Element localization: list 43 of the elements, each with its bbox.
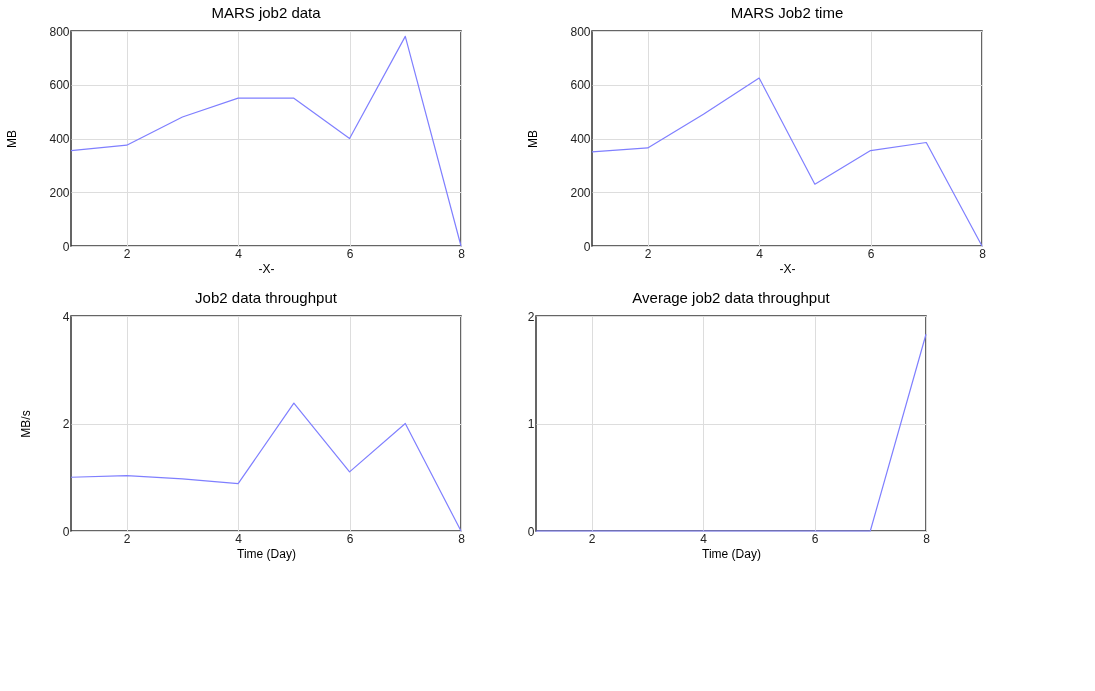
y-tick-label: 0: [62, 524, 70, 539]
y-tick-label: 200: [49, 185, 70, 200]
x-axis-title: Time (Day): [237, 546, 296, 561]
y-tick-label: 600: [570, 78, 591, 93]
x-tick-label: 8: [458, 246, 466, 261]
x-axis-title: Time (Day): [702, 546, 761, 561]
y-tick-label: 0: [583, 239, 591, 254]
y-axis-title: MB: [5, 130, 20, 148]
x-tick-label: 4: [756, 246, 764, 261]
x-tick-label: 2: [123, 246, 131, 261]
x-tick-label: 2: [644, 246, 652, 261]
y-tick-label: 2: [62, 417, 70, 431]
chart-title: Average job2 data throughput: [632, 289, 831, 306]
line-series: [70, 35, 462, 247]
y-tick-label: 800: [49, 24, 70, 39]
x-tick-label: 4: [235, 246, 243, 261]
y-tick-label: 600: [49, 78, 70, 93]
x-axis-title: -X-: [779, 261, 796, 276]
y-tick-label: 800: [570, 24, 591, 39]
x-tick-label: 2: [123, 531, 131, 546]
chart-title: MARS Job2 time: [730, 4, 844, 21]
y-tick-label: 4: [62, 309, 70, 324]
x-axis-title: -X-: [258, 261, 275, 276]
x-tick-label: 8: [923, 531, 931, 546]
x-tick-label: 8: [458, 531, 466, 546]
y-tick-label: 2: [527, 309, 535, 324]
y-tick-label: 400: [49, 132, 70, 146]
x-tick-label: 8: [979, 246, 987, 261]
y-axis-title: MB/s: [18, 410, 33, 438]
y-tick-label: 400: [570, 132, 591, 146]
y-tick-label: 0: [62, 239, 70, 254]
chart-title: Job2 data throughput: [195, 289, 338, 306]
y-tick-label: 1: [527, 417, 535, 431]
y-tick-label: 0: [527, 524, 535, 539]
x-tick-label: 6: [346, 531, 354, 546]
chart-title: MARS job2 data: [211, 4, 322, 21]
x-tick-label: 6: [867, 246, 875, 261]
x-tick-label: 6: [811, 531, 819, 546]
y-axis-title: MB: [526, 130, 541, 148]
x-tick-label: 6: [346, 246, 354, 261]
x-tick-label: 4: [235, 531, 243, 546]
y-tick-label: 200: [570, 185, 591, 200]
x-tick-label: 4: [700, 531, 708, 546]
